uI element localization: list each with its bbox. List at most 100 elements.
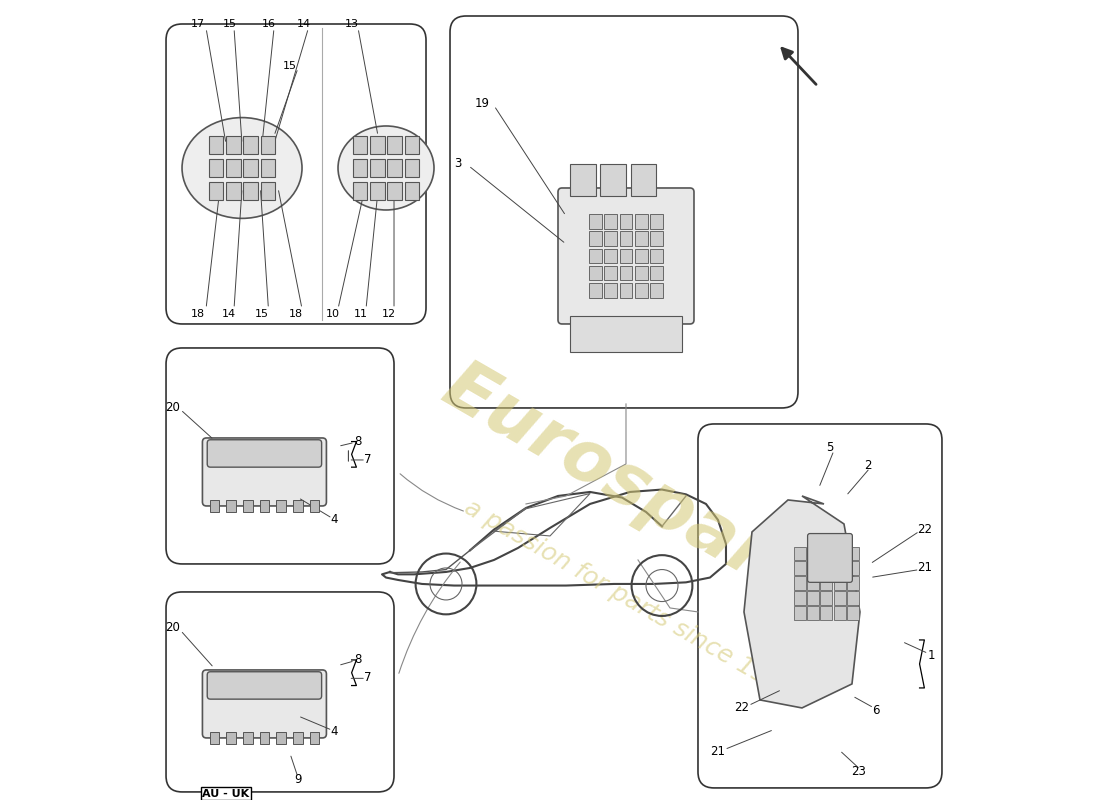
Bar	[227, 500, 235, 511]
Text: 15: 15	[283, 61, 297, 70]
Bar	[210, 500, 219, 511]
Polygon shape	[744, 496, 860, 708]
Text: 8: 8	[354, 654, 362, 666]
Bar	[807, 591, 820, 605]
Bar	[405, 159, 419, 177]
FancyBboxPatch shape	[807, 534, 852, 582]
Bar	[847, 591, 859, 605]
Text: 5: 5	[826, 442, 834, 454]
Text: 3: 3	[454, 158, 462, 170]
Bar	[261, 182, 275, 200]
Bar	[794, 577, 806, 590]
Bar	[847, 546, 859, 560]
Bar	[210, 732, 219, 743]
Bar	[209, 159, 223, 177]
Text: 10: 10	[326, 309, 340, 318]
Bar	[405, 182, 419, 200]
Bar	[601, 164, 626, 196]
FancyBboxPatch shape	[166, 24, 426, 324]
Bar	[619, 266, 632, 281]
Bar	[821, 591, 833, 605]
Bar	[309, 732, 319, 743]
Text: a passion for parts since 1985: a passion for parts since 1985	[461, 495, 800, 705]
Bar	[635, 214, 648, 229]
Bar	[619, 283, 632, 298]
Bar	[807, 577, 820, 590]
Bar	[588, 283, 602, 298]
Bar	[243, 732, 253, 743]
Bar	[847, 577, 859, 590]
Bar	[209, 182, 223, 200]
Bar	[794, 606, 806, 620]
Text: 1: 1	[927, 650, 935, 662]
Text: 23: 23	[851, 766, 866, 778]
Bar	[387, 136, 402, 154]
Text: 11: 11	[353, 309, 367, 318]
Bar	[847, 606, 859, 620]
Bar	[650, 266, 663, 281]
Bar	[387, 159, 402, 177]
Bar	[243, 182, 257, 200]
Bar	[604, 214, 617, 229]
Bar	[604, 266, 617, 281]
Bar	[260, 500, 270, 511]
FancyBboxPatch shape	[450, 16, 798, 408]
Bar	[387, 182, 402, 200]
Bar	[821, 577, 833, 590]
Bar	[570, 164, 595, 196]
Bar	[588, 249, 602, 263]
Bar	[293, 500, 303, 511]
Bar	[261, 159, 275, 177]
Bar	[794, 562, 806, 575]
Text: 20: 20	[165, 622, 180, 634]
Bar	[227, 136, 241, 154]
Bar	[650, 214, 663, 229]
Bar	[635, 249, 648, 263]
Bar	[807, 562, 820, 575]
Bar	[243, 136, 257, 154]
Bar	[353, 159, 367, 177]
Bar	[794, 591, 806, 605]
Text: 12: 12	[382, 309, 396, 318]
Bar	[821, 606, 833, 620]
Bar	[570, 316, 682, 352]
Ellipse shape	[338, 126, 434, 210]
Text: 22: 22	[917, 523, 932, 536]
FancyBboxPatch shape	[202, 438, 327, 506]
Bar	[650, 283, 663, 298]
Bar	[243, 500, 253, 511]
Bar	[619, 214, 632, 229]
Text: 7: 7	[364, 671, 372, 684]
Text: 17: 17	[191, 19, 205, 29]
FancyBboxPatch shape	[698, 424, 942, 788]
Bar	[405, 136, 419, 154]
Bar	[588, 231, 602, 246]
Text: 21: 21	[711, 746, 726, 758]
Bar	[821, 546, 833, 560]
FancyBboxPatch shape	[166, 348, 394, 564]
Bar	[261, 136, 275, 154]
Bar	[630, 164, 657, 196]
Bar	[353, 136, 367, 154]
Bar	[309, 500, 319, 511]
Bar	[807, 606, 820, 620]
Bar	[807, 546, 820, 560]
Text: 13: 13	[344, 19, 359, 29]
Bar	[243, 159, 257, 177]
Bar	[588, 214, 602, 229]
Text: 4: 4	[330, 726, 338, 738]
Bar	[209, 136, 223, 154]
Bar	[260, 732, 270, 743]
Bar	[227, 732, 235, 743]
FancyBboxPatch shape	[202, 670, 327, 738]
Bar	[650, 231, 663, 246]
Bar	[227, 159, 241, 177]
Text: 15: 15	[223, 19, 236, 29]
Bar	[847, 562, 859, 575]
Bar	[834, 577, 846, 590]
Text: 18: 18	[191, 309, 205, 318]
Text: 4: 4	[330, 514, 338, 526]
Bar	[353, 182, 367, 200]
Text: Eurospares: Eurospares	[431, 352, 861, 640]
Bar	[604, 249, 617, 263]
